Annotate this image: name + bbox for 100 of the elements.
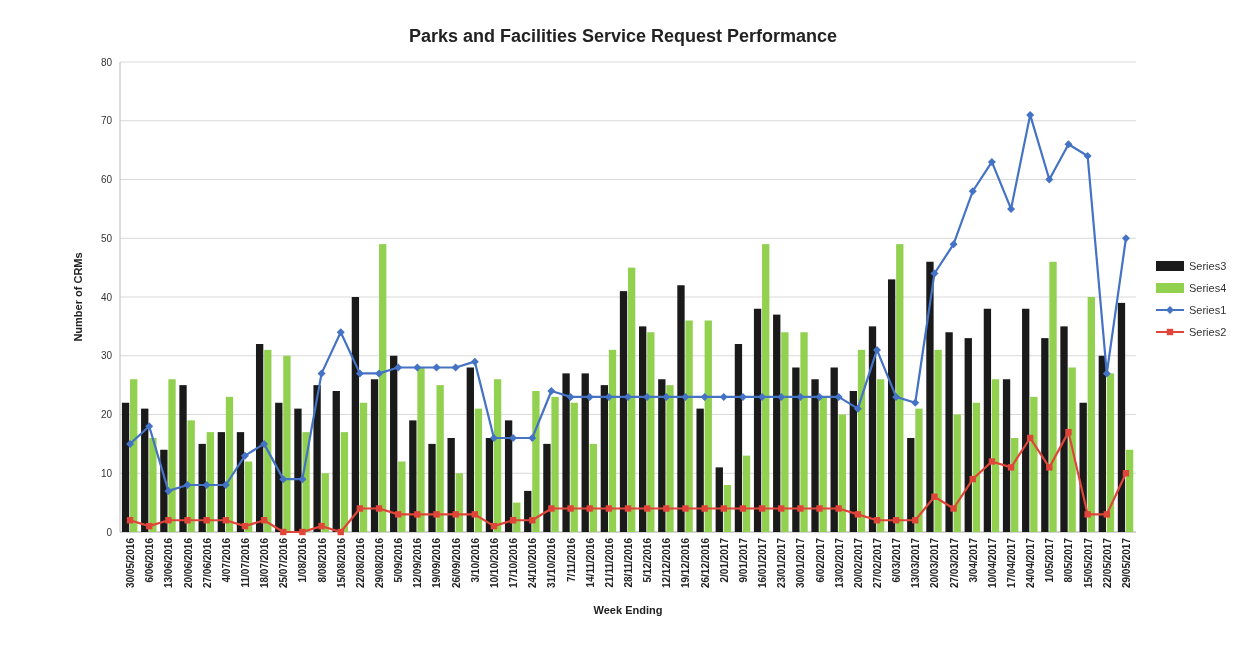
point xyxy=(298,475,307,484)
y-tick-label: 10 xyxy=(100,467,113,479)
y-tick-label: 50 xyxy=(100,232,113,244)
point xyxy=(202,481,211,489)
bar xyxy=(819,396,827,532)
bar xyxy=(972,402,981,532)
point xyxy=(720,505,727,512)
point xyxy=(778,505,785,512)
point xyxy=(1103,511,1110,518)
point xyxy=(279,475,288,484)
point xyxy=(489,434,498,442)
bar xyxy=(907,438,915,532)
x-tick-label: 6/03/2017 xyxy=(891,537,903,583)
x-tick-label: 27/06/2016 xyxy=(201,537,213,589)
bar xyxy=(830,367,838,532)
bar xyxy=(896,244,904,532)
point xyxy=(968,187,977,196)
point xyxy=(126,439,135,448)
bar xyxy=(608,349,617,532)
point xyxy=(1065,428,1072,436)
bar xyxy=(466,367,474,532)
bar xyxy=(762,244,770,532)
point xyxy=(567,505,574,512)
bar xyxy=(417,367,425,532)
point xyxy=(663,505,670,512)
bar xyxy=(915,408,923,532)
bar xyxy=(734,344,743,532)
bar xyxy=(792,367,800,532)
bar xyxy=(294,408,302,532)
point xyxy=(988,458,996,465)
point xyxy=(605,505,613,512)
point xyxy=(682,505,689,512)
point xyxy=(1007,464,1015,471)
x-tick-label: 8/05/2017 xyxy=(1063,537,1075,583)
point xyxy=(701,505,708,512)
bar xyxy=(589,443,598,532)
bar xyxy=(179,385,187,532)
bar xyxy=(964,338,972,532)
x-tick-label: 13/06/2016 xyxy=(163,537,175,589)
point xyxy=(164,486,173,495)
point xyxy=(414,511,421,518)
bar xyxy=(715,467,723,532)
point xyxy=(816,505,823,512)
bar xyxy=(945,332,953,532)
bar xyxy=(436,385,444,532)
legend-label: Series4 xyxy=(1189,281,1227,294)
x-tick-label: 25/07/2016 xyxy=(278,537,290,589)
bar xyxy=(351,297,360,532)
bar xyxy=(493,379,502,532)
point xyxy=(586,505,593,512)
point xyxy=(299,528,306,536)
x-tick-label: 3/04/2017 xyxy=(967,537,979,583)
x-tick-label: 31/10/2016 xyxy=(546,537,558,589)
bar xyxy=(887,279,896,532)
point xyxy=(892,392,901,401)
x-tick-label: 14/11/2016 xyxy=(584,537,596,588)
x-tick-label: 9/01/2017 xyxy=(737,537,749,583)
bar xyxy=(704,320,712,532)
x-tick-label: 20/02/2017 xyxy=(852,537,864,589)
point xyxy=(950,505,957,512)
bar xyxy=(121,402,130,532)
x-tick-label: 16/01/2017 xyxy=(757,537,769,589)
x-tick-label: 28/11/2016 xyxy=(623,537,634,588)
point xyxy=(585,392,594,401)
bar xyxy=(983,308,992,532)
point xyxy=(145,422,154,431)
bar xyxy=(255,344,264,532)
bar xyxy=(447,438,455,532)
point xyxy=(681,392,690,401)
x-tick-label: 17/10/2016 xyxy=(508,537,520,589)
point xyxy=(1084,511,1091,518)
x-tick-label: 23/01/2017 xyxy=(776,537,788,589)
point xyxy=(1064,140,1073,149)
bar xyxy=(340,432,349,532)
point xyxy=(203,517,210,524)
bar xyxy=(149,438,157,532)
bar xyxy=(551,396,559,532)
bar xyxy=(926,261,934,532)
point xyxy=(1083,152,1092,160)
y-axis-title: Number of CRMs xyxy=(72,252,84,342)
bar xyxy=(1049,261,1057,532)
x-tick-label: 4/07/2016 xyxy=(220,537,232,583)
bar xyxy=(570,402,578,532)
point xyxy=(1026,110,1035,119)
x-tick-label: 5/09/2016 xyxy=(393,537,405,583)
point xyxy=(548,505,555,512)
bar xyxy=(800,332,808,532)
legend-label: Series3 xyxy=(1189,259,1227,272)
x-axis-title: Week Ending xyxy=(593,604,663,616)
bar xyxy=(685,320,693,532)
bar xyxy=(1002,379,1011,532)
point xyxy=(375,369,384,378)
x-tick-label: 10/04/2017 xyxy=(986,537,998,589)
bar xyxy=(1030,396,1038,532)
bar xyxy=(313,385,321,532)
x-tick-label: 20/03/2017 xyxy=(929,537,941,589)
bar xyxy=(1117,302,1126,532)
bar xyxy=(991,379,1000,532)
x-tick-label: 27/02/2017 xyxy=(871,537,883,589)
x-tick-label: 6/02/2017 xyxy=(814,537,826,583)
